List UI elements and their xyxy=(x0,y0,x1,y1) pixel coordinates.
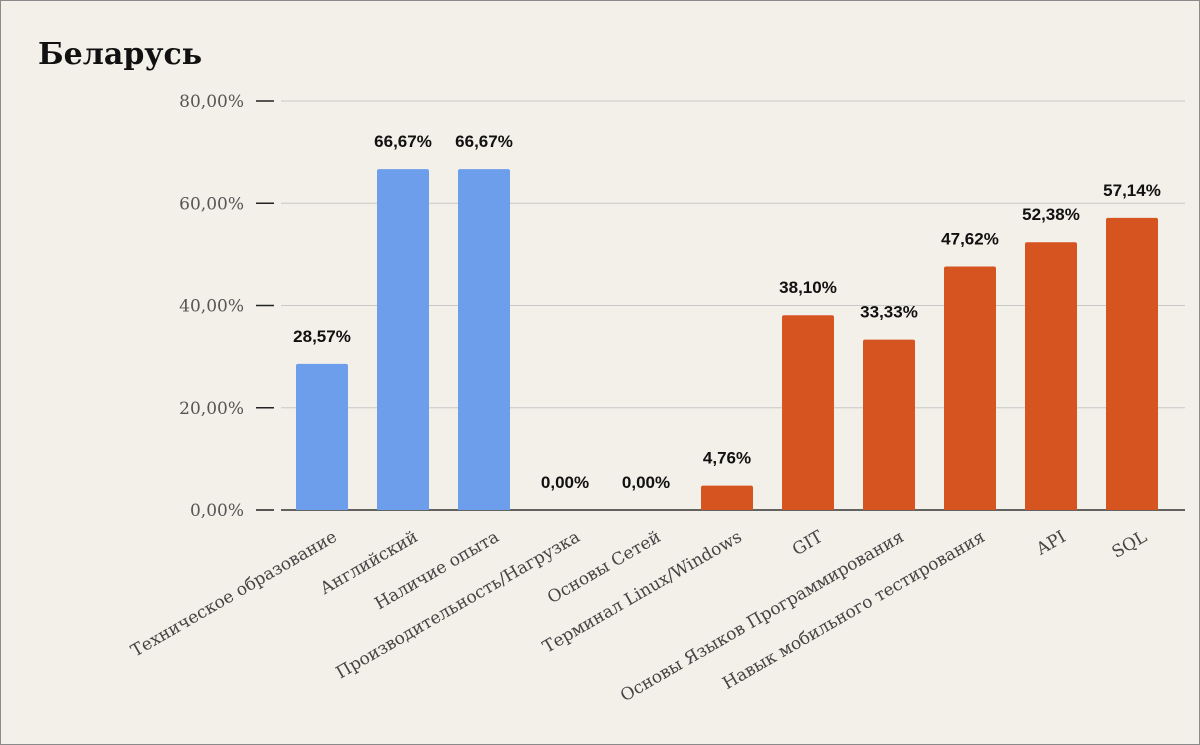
data-label: 38,10% xyxy=(779,278,837,297)
y-tick-label: 20,00% xyxy=(179,399,244,419)
data-label: 4,76% xyxy=(703,449,751,468)
data-label: 0,00% xyxy=(622,473,670,492)
bar xyxy=(296,363,348,510)
data-label: 66,67% xyxy=(374,132,432,151)
y-tick-label: 0,00% xyxy=(190,501,244,521)
bar xyxy=(701,485,753,510)
bar xyxy=(944,266,996,510)
x-tick-label: GIT xyxy=(789,527,827,560)
x-tick-label: Основы Языков Программирования xyxy=(617,527,907,706)
y-tick-label: 80,00% xyxy=(179,92,244,112)
y-tick-label: 40,00% xyxy=(179,297,244,317)
bar xyxy=(458,169,510,510)
data-label: 57,14% xyxy=(1103,181,1161,200)
data-label: 33,33% xyxy=(860,303,918,322)
x-tick-label: API xyxy=(1032,527,1069,560)
bars xyxy=(296,169,1158,510)
data-label: 52,38% xyxy=(1022,205,1080,224)
data-labels: 28,57% 66,67% 66,67% 0,00% 0,00% 4,76% 38,10% 3… xyxy=(293,132,1161,492)
data-label: 28,57% xyxy=(293,327,351,346)
x-tick-label: Техническое образование xyxy=(128,527,341,661)
data-label: 0,00% xyxy=(541,473,589,492)
y-tick-label: 60,00% xyxy=(179,194,244,214)
chart-title: Беларусь xyxy=(38,37,202,72)
bar xyxy=(1106,217,1158,510)
data-label: 66,67% xyxy=(455,132,513,151)
bar xyxy=(377,169,429,510)
x-tick-label: SQL xyxy=(1109,527,1151,563)
bar xyxy=(782,315,834,510)
y-axis-ticks: 0,00% 20,00% 40,00% 60,00% 80,00% xyxy=(179,92,244,521)
bar xyxy=(863,339,915,510)
bar xyxy=(1025,242,1077,510)
x-axis-ticks: Техническое образованиеАнглийскийНаличие… xyxy=(128,527,1151,707)
data-label: 47,62% xyxy=(941,230,999,249)
